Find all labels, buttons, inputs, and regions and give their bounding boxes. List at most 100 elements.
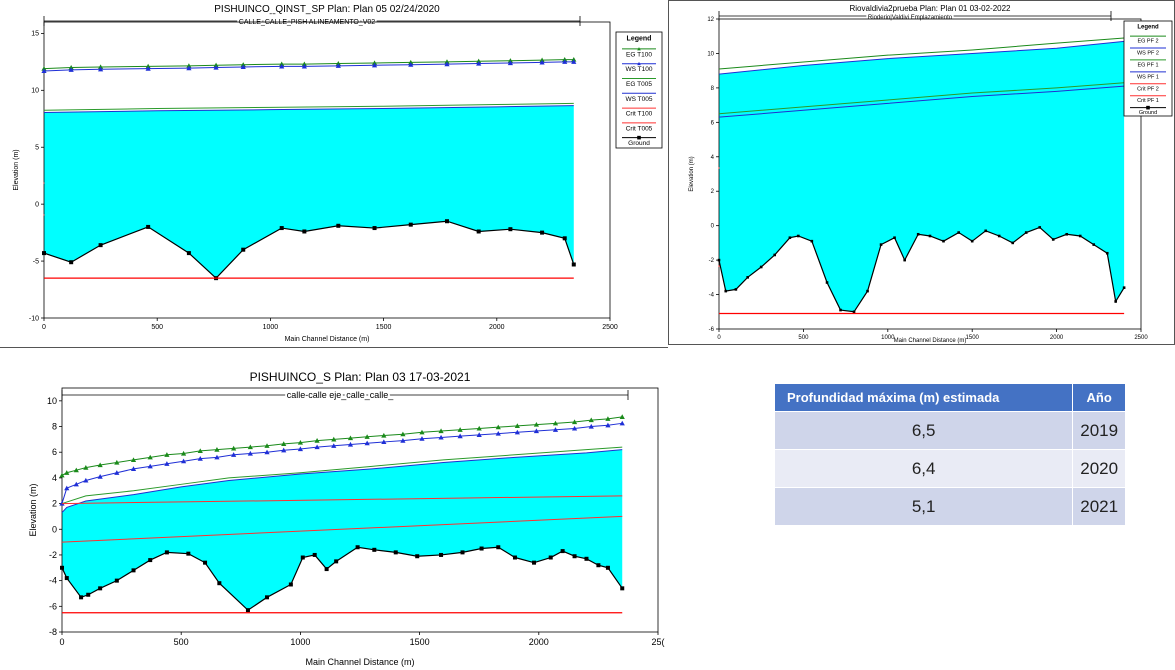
data-point <box>197 456 203 461</box>
legend-entry: EG PF 2 <box>1137 39 1158 45</box>
data-point <box>372 547 377 552</box>
data-point <box>444 61 450 67</box>
data-point <box>444 219 449 224</box>
data-point <box>231 452 237 457</box>
y-tick-label: 10 <box>707 51 714 57</box>
data-point <box>619 420 625 426</box>
data-point <box>97 462 103 468</box>
data-point <box>476 229 481 234</box>
data-point <box>300 555 305 560</box>
data-point <box>1078 234 1082 238</box>
data-point <box>997 234 1001 238</box>
data-point <box>73 467 79 473</box>
x-tick-label: 1000 <box>263 324 279 331</box>
data-point <box>335 63 341 68</box>
series-crit-t100 <box>61 495 623 505</box>
cell-year: 2021 <box>1072 487 1126 526</box>
x-tick-label: 1500 <box>376 324 392 331</box>
data-point <box>331 436 337 442</box>
data-point <box>540 230 545 235</box>
legend-title: Legend <box>1137 25 1159 31</box>
y-tick-label: -4 <box>709 293 715 299</box>
cell-depth: 5,1 <box>773 487 1074 526</box>
data-point <box>98 243 103 248</box>
data-point <box>879 243 883 246</box>
data-point <box>457 433 463 439</box>
y-tick-label: -2 <box>709 258 715 264</box>
series-ws-t005 <box>43 105 574 114</box>
series-line <box>43 59 574 70</box>
legend-entry: EG T100 <box>626 51 652 58</box>
y-tick-label: 5 <box>35 145 39 152</box>
series-ground <box>60 545 625 613</box>
header-depth: Profundidad máxima (m) estimada <box>773 383 1074 412</box>
data-point <box>355 545 360 550</box>
data-point <box>560 549 565 554</box>
data-point <box>164 550 169 555</box>
series-line <box>43 61 574 72</box>
data-point <box>1051 238 1055 241</box>
data-point <box>297 446 303 452</box>
x-axis-label: Main Channel Distance (m) <box>894 338 967 344</box>
data-point <box>508 227 513 232</box>
data-point <box>514 429 520 435</box>
legend-entry: EG T005 <box>626 81 652 88</box>
y-tick-label: 12 <box>707 17 714 23</box>
chart-title: PISHUINCO_QINST_SP Plan: Plan 05 02/24/2… <box>214 4 440 15</box>
chart-title: PISHUINCO_S Plan: Plan 03 17-03-2021 <box>250 370 471 384</box>
data-point <box>197 448 203 454</box>
x-axis-label: Main Channel Distance (m) <box>305 657 414 667</box>
series-line <box>61 449 623 513</box>
y-tick-label: 0 <box>711 224 715 230</box>
data-point <box>302 229 307 234</box>
data-point <box>507 60 513 66</box>
y-tick-label: -4 <box>49 576 57 586</box>
cell-depth: 6,4 <box>773 449 1074 488</box>
data-point <box>186 251 191 256</box>
data-point <box>588 417 594 423</box>
data-point <box>98 586 103 591</box>
data-point <box>288 582 293 587</box>
series-line <box>61 446 623 505</box>
profile-chart-2020: PISHUINCO_QINST_SP Plan: Plan 05 02/24/2… <box>0 0 665 345</box>
data-point <box>419 436 425 441</box>
x-tick-label: 2500 <box>602 324 618 331</box>
chart-subtitle: calle-calle eje_calle_calle_ <box>287 390 395 400</box>
data-point <box>371 62 378 68</box>
data-point <box>372 226 377 231</box>
data-point <box>571 419 578 425</box>
data-point <box>562 236 567 241</box>
data-point <box>810 239 814 243</box>
series-line <box>43 105 574 114</box>
data-point <box>69 260 74 265</box>
data-point <box>97 474 103 479</box>
data-point <box>717 258 721 262</box>
chart-svg: Riovaldivia2prueba Plan: Plan 01 03-02-2… <box>689 4 1173 344</box>
data-point <box>146 224 151 229</box>
data-point <box>180 458 187 464</box>
series-line <box>61 515 623 543</box>
data-point <box>605 422 611 428</box>
x-tick-label: 2000 <box>489 324 505 331</box>
data-point <box>984 229 988 233</box>
legend: Legend EG T100 WS T100 EG T005 WS T005 Crit T… <box>615 31 663 149</box>
data-point <box>476 60 482 66</box>
data-point <box>231 445 237 451</box>
x-tick-label: 0 <box>42 324 46 331</box>
depth-summary-table: Profundidad máxima (m) estimada Año 6,5 … <box>773 383 1126 526</box>
series-line <box>718 85 1125 118</box>
data-point <box>548 555 553 560</box>
legend-entry: WS PF 2 <box>1137 51 1159 57</box>
legend-entry: Ground <box>1139 110 1157 116</box>
series-ws-t100 <box>41 59 577 74</box>
x-tick-label: 25( <box>651 637 664 647</box>
data-point <box>114 459 120 465</box>
data-point <box>312 552 317 557</box>
water-area <box>719 41 1125 312</box>
legend-entry: Crit T005 <box>626 125 653 132</box>
data-point <box>1146 105 1150 110</box>
series-eg-t100 <box>59 414 625 478</box>
data-point <box>314 444 320 450</box>
data-point <box>476 432 482 437</box>
data-point <box>400 438 406 443</box>
